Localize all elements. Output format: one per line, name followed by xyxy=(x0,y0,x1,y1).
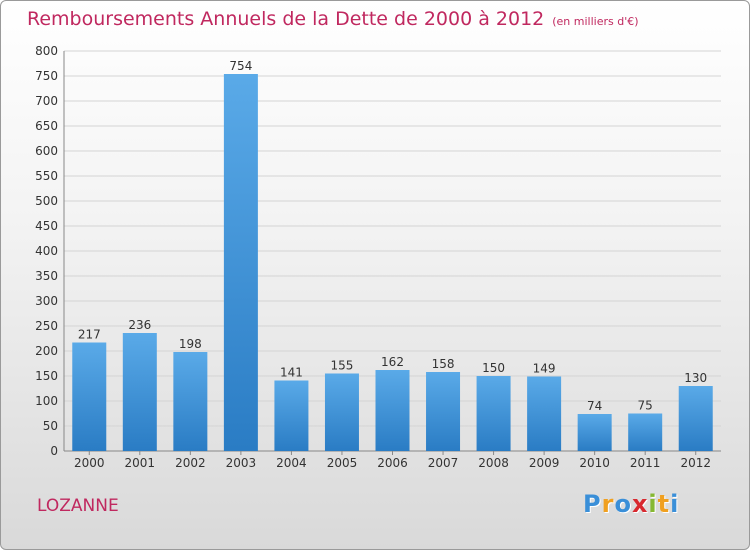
y-tick-label: 100 xyxy=(35,394,58,408)
bar xyxy=(527,376,562,451)
x-tick-label: 2011 xyxy=(630,456,661,470)
data-label: 130 xyxy=(684,371,707,385)
x-tick-label: 2009 xyxy=(529,456,560,470)
logo-letter: r xyxy=(601,490,615,518)
y-tick-label: 450 xyxy=(35,219,58,233)
y-tick-label: 250 xyxy=(35,319,58,333)
y-tick-label: 400 xyxy=(35,244,58,258)
bar xyxy=(72,342,107,451)
data-label: 150 xyxy=(482,361,505,375)
x-tick-label: 2006 xyxy=(377,456,408,470)
y-tick-label: 0 xyxy=(50,444,58,458)
data-label: 74 xyxy=(587,399,602,413)
bar xyxy=(426,372,461,451)
x-tick-label: 2002 xyxy=(175,456,206,470)
bar xyxy=(678,386,713,451)
data-label: 149 xyxy=(533,362,556,376)
proxiti-logo: Proxiti xyxy=(583,490,679,518)
x-tick-label: 2004 xyxy=(276,456,307,470)
logo-letter: t xyxy=(657,490,671,518)
x-tick-label: 2003 xyxy=(226,456,257,470)
y-tick-label: 600 xyxy=(35,144,58,158)
logo-letter: o xyxy=(614,490,632,518)
data-label: 198 xyxy=(179,337,202,351)
bar xyxy=(476,376,511,451)
chart-title: Remboursements Annuels de la Dette de 20… xyxy=(27,8,639,30)
chart-title-text: Remboursements Annuels de la Dette de 20… xyxy=(27,8,545,30)
logo-letter: i xyxy=(670,490,680,518)
x-tick-label: 2001 xyxy=(125,456,156,470)
data-label: 162 xyxy=(381,355,404,369)
x-tick-label: 2010 xyxy=(579,456,610,470)
data-label: 236 xyxy=(128,318,151,332)
city-name: LOZANNE xyxy=(37,496,119,516)
y-tick-label: 750 xyxy=(35,69,58,83)
x-tick-label: 2005 xyxy=(327,456,358,470)
data-label: 158 xyxy=(432,357,455,371)
y-tick-label: 300 xyxy=(35,294,58,308)
y-tick-label: 150 xyxy=(35,369,58,383)
data-label: 155 xyxy=(331,359,354,373)
y-tick-label: 800 xyxy=(35,44,58,58)
data-label: 75 xyxy=(638,399,653,413)
logo-letter: P xyxy=(583,490,602,518)
logo-letter: i xyxy=(648,490,658,518)
bar xyxy=(274,380,309,451)
logo-letter: x xyxy=(631,490,649,518)
bar xyxy=(628,413,663,451)
bar xyxy=(122,333,157,451)
x-tick-label: 2007 xyxy=(428,456,459,470)
y-tick-label: 200 xyxy=(35,344,58,358)
y-tick-label: 50 xyxy=(43,419,58,433)
y-tick-label: 350 xyxy=(35,269,58,283)
y-tick-label: 550 xyxy=(35,169,58,183)
y-tick-label: 500 xyxy=(35,194,58,208)
y-tick-label: 700 xyxy=(35,94,58,108)
bar xyxy=(577,414,612,451)
x-tick-label: 2008 xyxy=(478,456,509,470)
x-tick-label: 2000 xyxy=(74,456,105,470)
data-label: 141 xyxy=(280,366,303,380)
bar xyxy=(375,370,410,451)
bar xyxy=(223,74,258,451)
chart-unit-label: (en milliers d'€) xyxy=(552,15,639,28)
y-tick-label: 650 xyxy=(35,119,58,133)
x-tick-label: 2012 xyxy=(680,456,711,470)
data-label: 217 xyxy=(78,328,101,342)
data-label: 754 xyxy=(229,59,252,73)
bar xyxy=(324,373,359,451)
bar xyxy=(173,352,208,451)
